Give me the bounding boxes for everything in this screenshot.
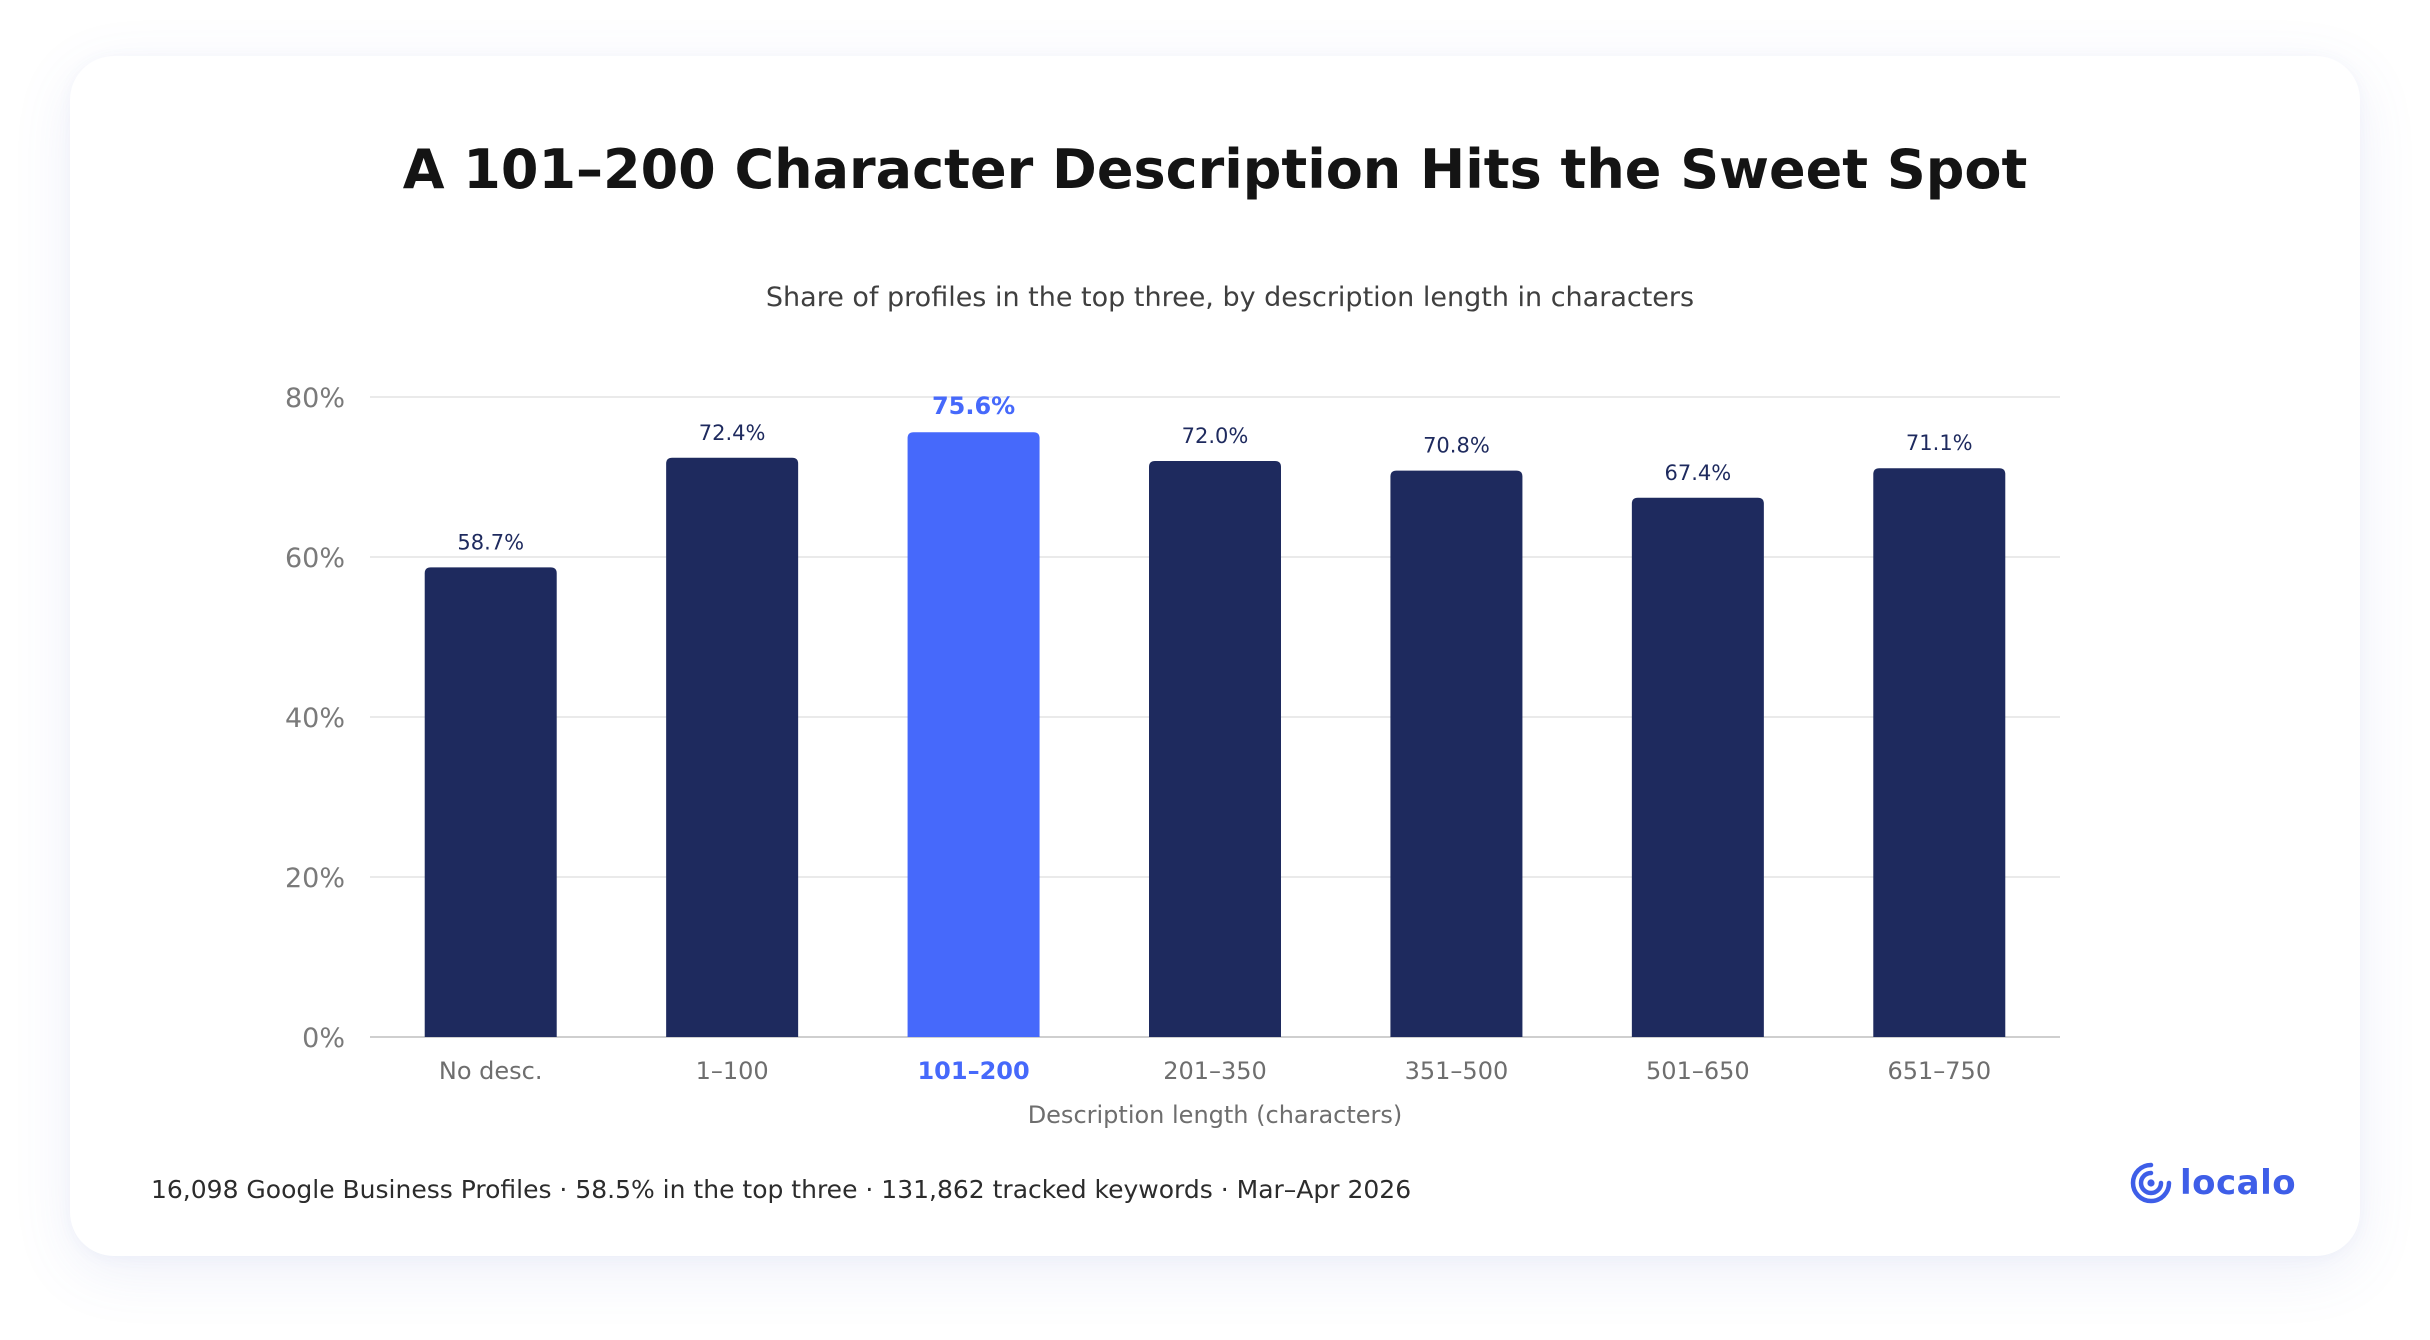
footer-note: 16,098 Google Business Profiles · 58.5% … (151, 1175, 1412, 1204)
bar (424, 567, 557, 1037)
x-tick-label: 101–200 (917, 1057, 1029, 1085)
x-tick-label: 201–350 (1163, 1057, 1267, 1085)
chart-subtitle: Share of profiles in the top three, by d… (765, 282, 1695, 313)
y-tick-label: 60% (285, 543, 345, 574)
bar-value-label: 58.7% (457, 530, 524, 554)
bar-value-label: 72.0% (1182, 424, 1249, 448)
y-tick-label: 20% (285, 863, 345, 894)
x-tick-label: 1–100 (696, 1057, 769, 1085)
bar (1631, 497, 1764, 1037)
bar (1873, 468, 2006, 1037)
bar-value-label: 67.4% (1664, 461, 1731, 485)
bar-value-label: 70.8% (1423, 434, 1490, 458)
x-tick-label: 501–650 (1646, 1057, 1750, 1085)
bar (907, 432, 1040, 1037)
x-tick-label: 651–750 (1887, 1057, 1991, 1085)
y-tick-label: 40% (285, 703, 345, 734)
bar (1149, 461, 1281, 1037)
y-tick-label: 80% (285, 383, 345, 414)
bar (666, 457, 799, 1037)
x-axis-title: Description length (characters) (1028, 1101, 1403, 1129)
bar-value-label: 75.6% (932, 392, 1015, 420)
y-tick-label: 0% (302, 1023, 345, 1054)
bar-value-label: 71.1% (1906, 431, 1973, 455)
x-tick-label: 351–500 (1405, 1057, 1509, 1085)
location-pin-icon (2130, 1162, 2172, 1204)
x-tick-label: No desc. (439, 1057, 543, 1085)
localo-logo: localo (2128, 1160, 2296, 1206)
logo-text: localo (2180, 1163, 2297, 1203)
bar-value-label: 72.4% (699, 421, 766, 445)
bar (1390, 470, 1523, 1038)
chart-title: A 101–200 Character Description Hits the… (402, 138, 2028, 201)
